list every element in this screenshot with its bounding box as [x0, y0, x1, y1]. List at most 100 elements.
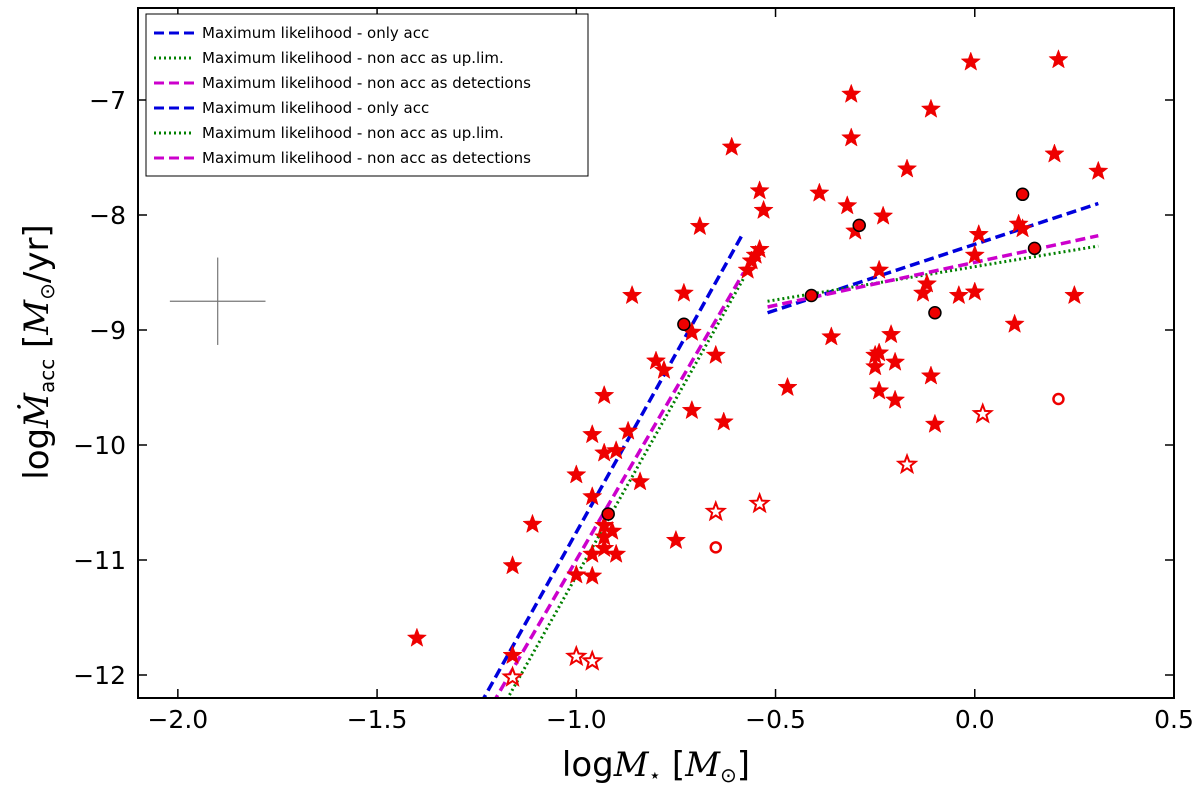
star-point-30 — [721, 136, 742, 156]
legend-entry-3: Maximum likelihood - non acc as detectio… — [202, 74, 531, 92]
star-point-61 — [964, 281, 985, 301]
plot-frame — [137, 7, 1175, 699]
star-point-55 — [916, 273, 938, 293]
star-point-25 — [681, 399, 703, 420]
star-point-64 — [1004, 313, 1025, 333]
legend-box — [145, 13, 589, 177]
open-star-point-7 — [971, 402, 995, 424]
star-point-50 — [880, 323, 902, 344]
star-point-69 — [1064, 284, 1085, 305]
star-point-1 — [406, 627, 428, 647]
star-point-49 — [872, 205, 894, 225]
star-point-36 — [753, 199, 774, 220]
star-point-9 — [582, 543, 603, 563]
star-point-19 — [621, 284, 643, 305]
star-point-21 — [645, 350, 667, 370]
axis-ticks: −2.0 −1.5 −1.0 −0.5 0.0 0.5 −12 −11 −10 −9 −8 −7 — [73, 8, 1194, 734]
legend: Maximum likelihood - only acc Maximum li… — [145, 13, 589, 177]
typical-error-bar — [169, 257, 266, 345]
fit-line-4 — [767, 201, 1099, 315]
circled-point-2 — [677, 317, 691, 331]
star-point-53 — [896, 158, 918, 178]
open-star-point-5 — [748, 491, 771, 514]
star-point-71 — [601, 520, 623, 540]
circled-point-6 — [1015, 187, 1030, 202]
star-point-8 — [582, 486, 603, 506]
fit-lines — [481, 201, 1099, 698]
legend-entry-4: Maximum likelihood - only acc — [202, 99, 429, 117]
star-point-51 — [884, 351, 906, 371]
y-tick-label-1: −12 — [73, 661, 126, 690]
star-point-46 — [868, 259, 890, 279]
y-tick-label-6: −7 — [89, 86, 126, 115]
star-point-35 — [749, 180, 770, 200]
open-star-point-4 — [704, 499, 728, 522]
x-tick-label-6: 0.5 — [1154, 705, 1194, 734]
star-point-48 — [868, 380, 890, 400]
star-point-42 — [841, 127, 862, 147]
star-point-20 — [629, 471, 651, 491]
star-point-62 — [964, 244, 985, 264]
circled-point-5 — [928, 306, 942, 320]
star-point-45 — [864, 356, 886, 376]
y-tick-label-3: −10 — [73, 431, 126, 460]
star-point-15 — [594, 537, 615, 558]
open-star-point-3 — [580, 649, 604, 671]
star-point-57 — [920, 365, 942, 385]
star-point-34 — [749, 238, 770, 259]
star-point-4 — [502, 644, 523, 665]
star-point-16 — [605, 440, 627, 460]
y-axis-title: logṀacc [M⊙/yr] — [17, 224, 59, 479]
star-point-5 — [566, 464, 587, 484]
x-tick-label-1: −2.0 — [147, 705, 208, 734]
star-point-59 — [948, 284, 970, 305]
star-point-27 — [689, 215, 711, 236]
star-point-39 — [821, 326, 842, 346]
star-point-66 — [1012, 218, 1033, 238]
star-point-58 — [924, 413, 946, 433]
star-point-56 — [920, 98, 942, 118]
open-star-point-1 — [501, 665, 524, 687]
star-point-63 — [968, 223, 989, 244]
legend-entry-5: Maximum likelihood - non acc as up.lim. — [202, 124, 504, 142]
star-point-22 — [653, 359, 675, 379]
legend-entry-2: Maximum likelihood - non acc as up.lim. — [202, 49, 504, 67]
data-points — [406, 49, 1109, 687]
star-point-18 — [617, 420, 639, 440]
star-point-47 — [868, 342, 890, 362]
x-axis-title: logM⋆ [M⊙] — [562, 745, 750, 787]
star-point-68 — [1048, 49, 1069, 69]
circled-point-7 — [1027, 241, 1042, 256]
star-point-52 — [884, 389, 906, 409]
x-tick-label-3: −1.0 — [546, 705, 607, 734]
open-circle-point-1 — [709, 541, 723, 554]
star-point-23 — [665, 529, 687, 550]
star-point-10 — [582, 565, 603, 585]
open-star-point-6 — [895, 452, 919, 475]
star-point-6 — [566, 564, 587, 584]
star-point-29 — [713, 411, 734, 431]
star-point-37 — [777, 376, 798, 397]
star-point-3 — [522, 513, 543, 534]
circled-point-4 — [852, 218, 866, 233]
x-tick-label-2: −1.5 — [347, 705, 408, 734]
y-tick-label-5: −8 — [89, 201, 126, 230]
star-point-11 — [594, 384, 615, 405]
circled-point-1 — [601, 507, 615, 521]
open-star-point-2 — [565, 644, 588, 667]
star-point-38 — [809, 182, 830, 202]
star-point-2 — [502, 555, 523, 575]
x-tick-label-5: 0.0 — [955, 705, 995, 734]
fit-line-3 — [493, 271, 746, 698]
legend-entry-1: Maximum likelihood - only acc — [202, 24, 429, 42]
legend-swatches — [154, 31, 194, 160]
open-circle-point-2 — [1052, 392, 1065, 406]
star-point-70 — [1088, 160, 1109, 180]
fit-line-2 — [506, 277, 745, 698]
y-tick-label-4: −9 — [89, 316, 126, 345]
star-point-17 — [605, 543, 627, 563]
star-point-40 — [837, 195, 858, 215]
star-point-24 — [673, 282, 695, 302]
star-point-67 — [1044, 143, 1065, 163]
